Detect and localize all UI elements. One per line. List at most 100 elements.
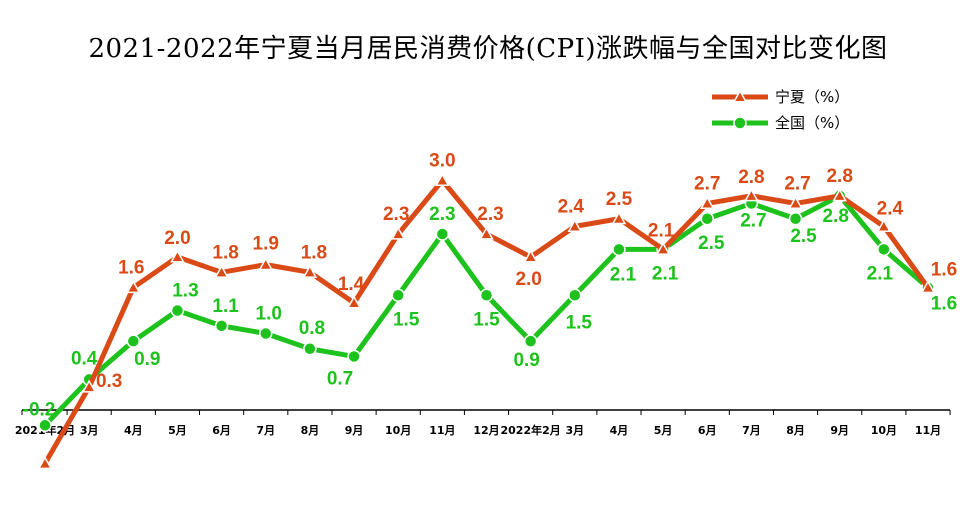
data-label-ningxia: 2.7 — [784, 173, 810, 194]
x-tick-label: 6月 — [212, 424, 231, 437]
series-ningxia — [37, 172, 936, 470]
data-point-ningxia — [346, 295, 362, 309]
data-point-ningxia — [81, 379, 97, 393]
x-tick-label: 4月 — [124, 424, 143, 437]
data-point-ningxia — [832, 188, 847, 202]
data-label-ningxia: 2.7 — [694, 173, 720, 194]
data-label-national: 2.1 — [610, 264, 637, 285]
data-label-national: -0.2 — [23, 399, 56, 420]
legend-marker-ningxia — [732, 89, 748, 103]
data-point-ningxia — [390, 226, 406, 240]
data-labels: -0.2 0.4 0.9 1.3 1.1 1.0 0.8 0.7 1.5 2.3 1.5 0.9 1.5… — [23, 151, 958, 421]
data-label-ningxia: 2.8 — [826, 166, 852, 187]
chart-title: 2021-2022年宁夏当月居民消费价格(CPI)涨跌幅与全国对比变化图 — [88, 34, 888, 64]
legend-label-ningxia: 宁夏（%） — [775, 88, 849, 106]
x-tick-label: 11月 — [915, 424, 941, 437]
data-point-ningxia — [920, 280, 936, 294]
data-label-national: 1.0 — [256, 304, 282, 325]
data-label-ningxia: 2.0 — [515, 269, 541, 290]
data-label-ningxia: 3.0 — [429, 151, 455, 172]
data-point-national — [700, 212, 714, 226]
data-point-ningxia — [258, 257, 274, 271]
data-label-national: 1.5 — [393, 309, 420, 330]
x-tick-label: 3月 — [565, 424, 584, 437]
data-label-ningxia: 2.5 — [606, 189, 633, 210]
x-tick-label: 2022年2月 — [501, 423, 561, 437]
data-point-national — [612, 242, 626, 257]
data-point-national — [568, 288, 582, 302]
data-label-national: 1.3 — [172, 281, 198, 302]
data-label-national: 2.5 — [698, 233, 725, 254]
data-label-ningxia: 2.8 — [738, 167, 764, 188]
data-point-national — [38, 418, 52, 433]
data-point-ningxia — [435, 172, 450, 187]
data-point-national — [523, 334, 538, 348]
data-label-national: 0.7 — [327, 368, 353, 389]
legend-item-ningxia: 宁夏（%） — [712, 88, 849, 106]
x-tick-label: 10月 — [385, 424, 411, 437]
x-tick-label: 9月 — [830, 424, 849, 437]
data-point-national — [435, 227, 450, 241]
data-point-ningxia — [302, 264, 318, 278]
data-label-ningxia: 1.4 — [338, 274, 365, 295]
x-tick-label: 8月 — [786, 424, 805, 437]
data-label-ningxia: 2.4 — [877, 198, 904, 219]
x-tick-label: 7月 — [742, 424, 761, 437]
x-tick-label: 10月 — [871, 424, 897, 437]
legend-label-national: 全国（%） — [775, 114, 849, 132]
data-label-ningxia: 2.4 — [558, 196, 585, 217]
data-label-ningxia: 1.8 — [212, 242, 238, 263]
x-tick-label: 5月 — [654, 424, 673, 437]
data-label-ningxia: 0.3 — [96, 371, 122, 392]
x-tick-label: 6月 — [698, 424, 717, 437]
data-label-ningxia: 2.0 — [164, 228, 190, 249]
data-point-national — [347, 349, 361, 364]
legend-item-national: 全国（%） — [712, 114, 849, 132]
data-label-ningxia: 2.3 — [477, 204, 503, 225]
x-tick-label: 7月 — [256, 424, 275, 437]
data-label-ningxia: 2.3 — [383, 204, 409, 225]
data-point-national — [479, 288, 494, 302]
data-point-ningxia — [126, 280, 141, 294]
x-tick-label: 3月 — [80, 424, 99, 437]
legend-marker-national — [733, 116, 747, 130]
data-point-ningxia — [655, 241, 671, 255]
data-label-national: 0.9 — [513, 350, 539, 371]
data-label-national: 2.1 — [867, 263, 894, 284]
x-tick-label: 9月 — [345, 424, 364, 437]
data-point-ningxia — [170, 249, 185, 263]
data-label-ningxia: 1.9 — [253, 234, 279, 255]
data-point-national — [214, 319, 229, 333]
x-tick-label: 4月 — [610, 424, 629, 437]
data-label-national: 2.5 — [790, 226, 817, 247]
data-point-national — [303, 342, 317, 356]
data-label-national: 1.5 — [473, 309, 500, 330]
data-point-ningxia — [523, 249, 538, 263]
series-layer — [37, 172, 936, 470]
data-point-ningxia — [567, 218, 583, 232]
x-tick-label: 12月 — [473, 424, 499, 437]
data-point-ningxia — [479, 226, 494, 240]
data-point-national — [391, 288, 405, 302]
data-point-national — [877, 242, 891, 257]
data-point-ningxia — [214, 264, 229, 278]
x-tick-label: 5月 — [168, 424, 187, 437]
data-point-ningxia — [611, 211, 627, 225]
data-label-ningxia: 1.6 — [931, 260, 957, 281]
data-point-national — [788, 212, 803, 226]
data-label-national: 0.8 — [299, 318, 325, 339]
data-point-ningxia — [876, 218, 892, 232]
legend: 宁夏（%） 全国（%） — [712, 88, 849, 132]
x-tick-label: 11月 — [429, 424, 455, 437]
data-point-ningxia — [37, 456, 53, 470]
data-point-ningxia — [744, 188, 759, 202]
x-axis: 2021年2月3月4月5月6月7月8月9月10月11月12月2022年2月3月4… — [15, 409, 951, 437]
data-point-national — [126, 334, 141, 348]
data-point-national — [259, 326, 273, 341]
data-point-ningxia — [699, 195, 715, 209]
x-tick-label: 8月 — [301, 424, 320, 437]
data-label-national: 2.8 — [822, 206, 848, 227]
data-point-national — [170, 303, 185, 318]
data-label-ningxia: 1.8 — [301, 242, 327, 263]
